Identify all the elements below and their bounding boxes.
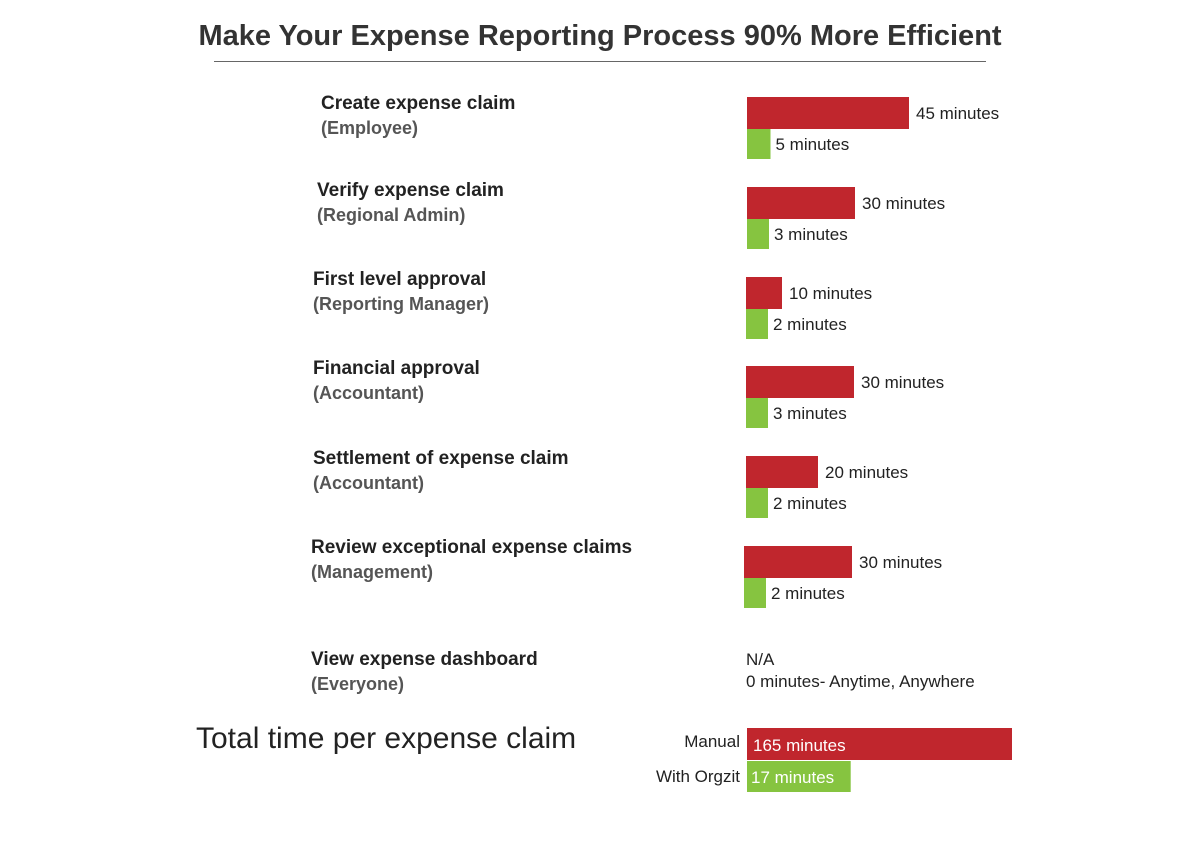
manual-bar <box>746 277 782 309</box>
orgzit-bar-label: 2 minutes <box>773 494 847 513</box>
step-label: Review exceptional expense claims (Manag… <box>311 536 632 584</box>
manual-bar-label: 30 minutes <box>859 553 942 572</box>
step-label: Create expense claim (Employee) <box>321 92 515 140</box>
dashboard-orgzit-note: 0 minutes- Anytime, Anywhere <box>746 672 975 691</box>
manual-bar-label: 45 minutes <box>916 104 999 123</box>
orgzit-bar <box>747 129 771 159</box>
step-name: Settlement of expense claim <box>313 448 569 469</box>
step-label: Verify expense claim (Regional Admin) <box>317 179 504 227</box>
step-role: (Regional Admin) <box>317 205 466 225</box>
orgzit-bar-label: 3 minutes <box>774 225 848 244</box>
manual-bar-label: 30 minutes <box>861 373 944 392</box>
orgzit-bar-label: 3 minutes <box>773 404 847 423</box>
manual-bar-label: 30 minutes <box>862 194 945 213</box>
page-title: Make Your Expense Reporting Process 90% … <box>198 20 1002 52</box>
manual-bar <box>747 97 909 129</box>
step-name: Create expense claim <box>321 93 516 114</box>
orgzit-bar <box>746 309 768 339</box>
total-orgzit-bar <box>747 761 851 792</box>
total-manual-value: 165 minutes <box>753 736 846 755</box>
manual-bar-label: 10 minutes <box>789 284 872 303</box>
step-label: Financial approval (Accountant) <box>313 357 480 405</box>
dashboard-manual-note: N/A <box>746 650 775 669</box>
orgzit-bar <box>746 398 768 428</box>
manual-bar <box>746 366 854 398</box>
orgzit-bar <box>747 219 769 249</box>
manual-bar <box>746 456 818 488</box>
step-label: Settlement of expense claim (Accountant) <box>313 447 569 495</box>
step-role: (Reporting Manager) <box>313 294 490 314</box>
step-role: (Accountant) <box>313 473 424 493</box>
step-name: Verify expense claim <box>317 180 504 201</box>
total-manual-label: Manual <box>684 732 740 751</box>
orgzit-bar <box>746 488 768 518</box>
manual-bar <box>747 187 855 219</box>
step-role: (Management) <box>311 562 434 582</box>
step-label: First level approval (Reporting Manager) <box>313 268 489 316</box>
step-name: First level approval <box>313 269 487 290</box>
manual-bar-label: 20 minutes <box>825 463 908 482</box>
total-title: Total time per expense claim <box>196 722 577 755</box>
step-role: (Everyone) <box>311 674 405 694</box>
manual-bar <box>744 546 852 578</box>
total-manual-bar <box>747 728 1012 760</box>
total-orgzit-label: With Orgzit <box>655 767 740 786</box>
orgzit-bar-label: 5 minutes <box>776 135 850 154</box>
step-name: Financial approval <box>313 358 480 379</box>
orgzit-bar <box>744 578 766 608</box>
step-name: Review exceptional expense claims <box>311 537 633 558</box>
step-role: (Accountant) <box>313 383 424 403</box>
step-label: View expense dashboard (Everyone) <box>311 648 538 696</box>
step-role: (Employee) <box>321 118 419 138</box>
orgzit-bar-label: 2 minutes <box>773 315 847 334</box>
title-divider <box>214 61 986 62</box>
orgzit-bar-label: 2 minutes <box>771 584 845 603</box>
dashboard-note: N/A 0 minutes- Anytime, Anywhere <box>746 649 975 693</box>
step-name: View expense dashboard <box>311 649 538 670</box>
total-orgzit-value: 17 minutes <box>751 768 834 787</box>
